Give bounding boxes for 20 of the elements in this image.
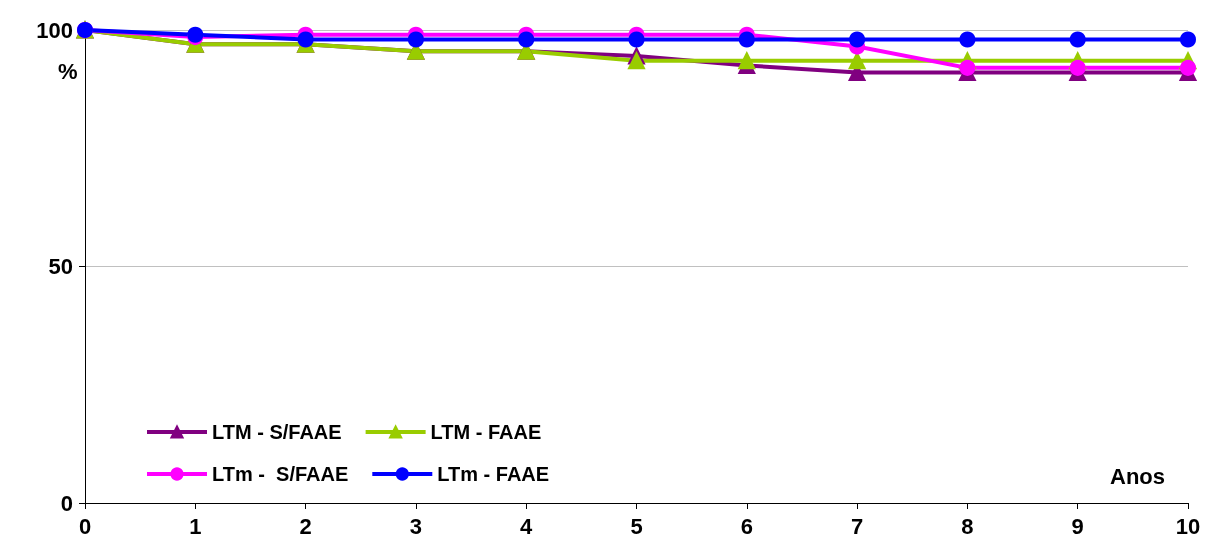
x-tick-label: 10 xyxy=(1175,513,1201,539)
x-tick-label: 2 xyxy=(299,513,312,539)
x-tick-label: 7 xyxy=(850,513,864,539)
y-axis-title: % xyxy=(58,58,78,84)
x-tick-label: 6 xyxy=(740,513,753,539)
x-tick-label: 3 xyxy=(409,513,423,539)
x-tick-label: 8 xyxy=(961,513,974,539)
x-tick-label: 4 xyxy=(520,513,534,539)
x-axis-title: Anos xyxy=(1110,463,1165,489)
legend-label: LTM - S/FAAE xyxy=(212,421,342,443)
x-tick-label: 5 xyxy=(630,513,643,539)
y-tick-label: 0 xyxy=(60,490,73,516)
legend-label: LTm - S/FAAE xyxy=(212,463,349,485)
x-tick-label: 0 xyxy=(78,513,92,539)
y-tick-label: 100 xyxy=(36,17,73,43)
x-tick-label: 9 xyxy=(1071,513,1084,539)
legend-label: LTm - FAAE xyxy=(437,463,550,485)
legend-label: LTM - FAAE xyxy=(430,421,542,443)
x-tick-label: 1 xyxy=(189,513,202,539)
y-tick-label: 50 xyxy=(48,254,73,279)
